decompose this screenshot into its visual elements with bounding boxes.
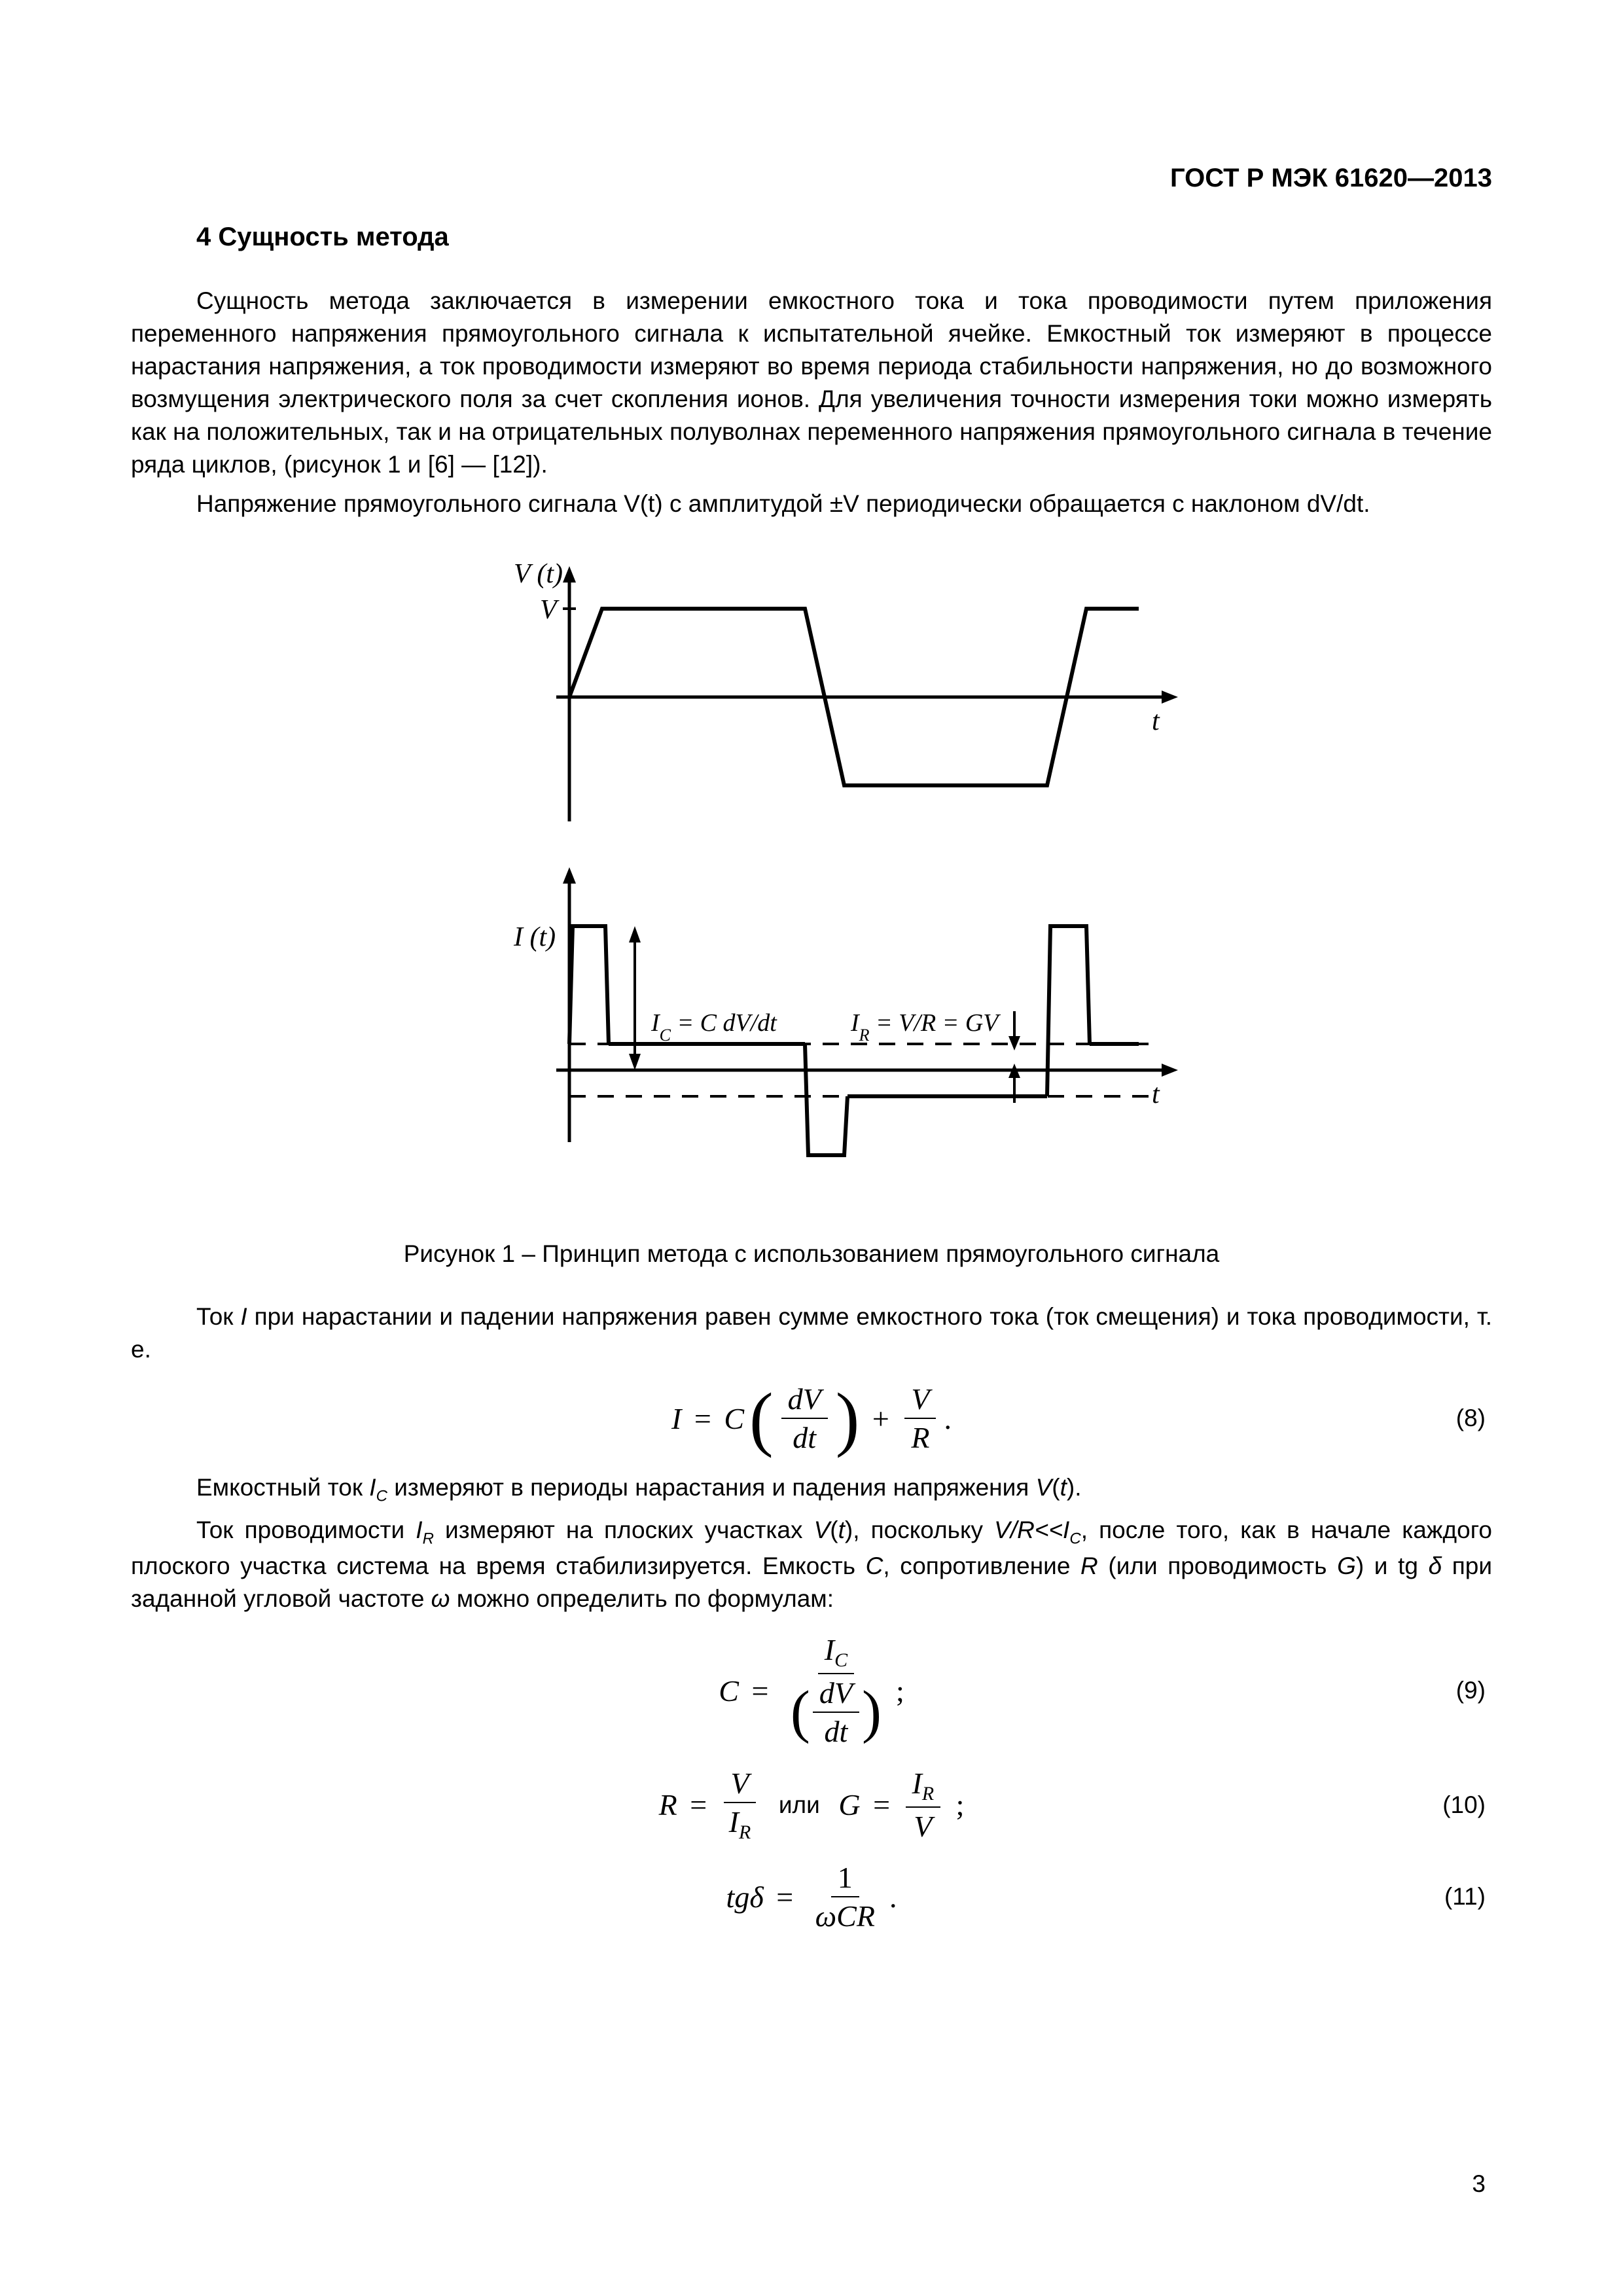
sym-delta: δ [1429,1552,1442,1579]
p5c: , поскольку [853,1516,994,1543]
equation-11: tgδ = 1ωCR . (11) [131,1860,1492,1933]
eq11-number: (11) [1444,1883,1486,1910]
sym-R: R [1080,1552,1098,1579]
eq8-math: I = C ( dVdt ) + VR . [671,1382,952,1455]
eq11-math: tgδ = 1ωCR . [726,1860,897,1933]
p1-text: Сущность метода заключается в измерении … [131,287,1492,478]
t-label-1: t [1152,706,1160,736]
paragraph-1: Сущность метода заключается в измерении … [131,285,1492,481]
p5e: , сопротивление [883,1552,1080,1579]
section-heading: 4 Сущность метода [196,223,1492,252]
sym-omega: ω [431,1585,450,1612]
eq9-number: (9) [1456,1677,1486,1704]
paragraph-3: Ток I при нарастании и падении напряжени… [131,1300,1492,1366]
equation-8: I = C ( dVdt ) + VR . (8) [131,1382,1492,1455]
v-label: V [540,595,560,625]
ir-formula: IR = V/R = GV [850,1009,1001,1045]
section-title: Сущность метода [218,223,448,251]
p3b: при нарастании и падении напряжения раве… [131,1303,1492,1363]
t-label-2: t [1152,1079,1160,1109]
sym-Ic: IC [369,1474,387,1501]
section-number: 4 [196,223,211,251]
paragraph-4: Емкостный ток IC измеряют в периоды нара… [131,1471,1492,1507]
p5f: (или проводимость [1098,1552,1337,1579]
eq8-number: (8) [1456,1405,1486,1432]
p3a: Ток [196,1303,240,1330]
sym-G: G [1337,1552,1356,1579]
sym-t2: t [838,1516,845,1543]
p5b: измеряют на плоских участках [434,1516,814,1543]
voltage-graph: V (t) V t [514,559,1178,821]
document-code: ГОСТ Р МЭК 61620—2013 [1170,164,1492,193]
current-graph: I (t) t IC = C dV/dt IR = V/R = GV [513,867,1178,1155]
equation-10: R = VIR или G = IRV ; (10) [131,1766,1492,1844]
p4b: измеряют в периоды нарастания и падения … [387,1474,1036,1501]
sym-vr-ic: V/R<<IC [994,1516,1081,1543]
equation-9: C = IC ( dVdt ) ; (9) [131,1632,1492,1749]
sym-Vt: V [1036,1474,1052,1501]
figure-1-svg: V (t) V t I (t) t [386,547,1237,1201]
figure-1: V (t) V t I (t) t [131,547,1492,1201]
eq9-math: C = IC ( dVdt ) ; [719,1632,904,1749]
sym-I: I [240,1303,247,1330]
sym-t1: t [1060,1474,1067,1501]
vt-axis-label: V (t) [514,559,563,589]
p2-text: Напряжение прямоугольного сигнала V(t) с… [196,490,1370,517]
paragraph-5: Ток проводимости IR измеряют на плоских … [131,1514,1492,1615]
eq10-math: R = VIR или G = IRV ; [659,1766,965,1844]
p5a: Ток проводимости [196,1516,416,1543]
sym-Vt2: V [814,1516,830,1543]
p4a: Емкостный ток [196,1474,369,1501]
page-number: 3 [1472,2170,1486,2198]
sym-Ir: IR [416,1516,434,1543]
figure-1-caption: Рисунок 1 – Принцип метода с использован… [131,1240,1492,1268]
it-axis-label: I (t) [513,922,556,952]
paragraph-2: Напряжение прямоугольного сигнала V(t) с… [131,488,1492,520]
sym-C: C [866,1552,883,1579]
p5g: ) и tg [1356,1552,1429,1579]
eq10-or: или [779,1791,820,1818]
ic-formula: IC = C dV/dt [651,1009,777,1045]
p5i: можно определить по формулам: [450,1585,834,1612]
eq10-number: (10) [1442,1791,1486,1819]
